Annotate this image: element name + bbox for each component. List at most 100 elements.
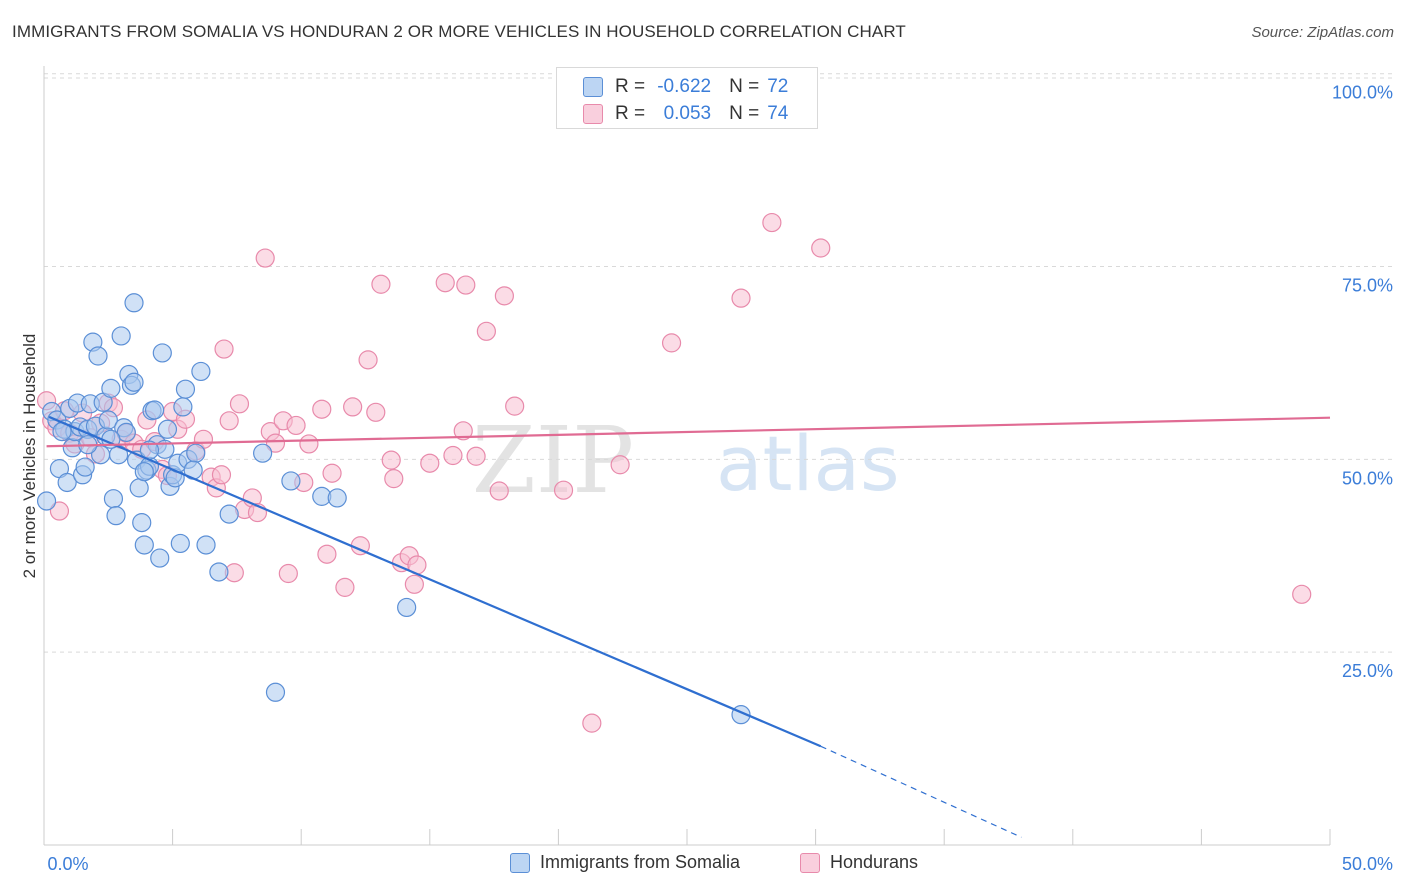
source-note: Source: ZipAtlas.com bbox=[1251, 24, 1394, 41]
hondurans-point bbox=[49, 501, 70, 521]
somalia-point bbox=[281, 471, 301, 491]
somalia-point bbox=[62, 438, 82, 458]
y-tick-label: 25.0% bbox=[1342, 661, 1393, 681]
hondurans-point bbox=[553, 480, 574, 500]
hondurans-point bbox=[1292, 584, 1312, 604]
somalia-point bbox=[265, 682, 286, 702]
somalia-point bbox=[191, 361, 211, 382]
axes bbox=[43, 66, 1331, 846]
somalia-point bbox=[36, 491, 57, 511]
somalia-point bbox=[111, 326, 131, 346]
n-label: N = bbox=[729, 103, 760, 124]
trend-lines bbox=[46, 415, 1331, 838]
hondurans-point bbox=[214, 339, 234, 359]
somalia-point bbox=[103, 489, 124, 509]
r-label: R = bbox=[615, 103, 646, 124]
hondurans-point bbox=[466, 446, 486, 466]
x-tick-label: 0.0% bbox=[47, 854, 88, 874]
somalia-point bbox=[152, 343, 172, 363]
somalia-swatch bbox=[583, 77, 603, 97]
somalia-point bbox=[106, 506, 126, 526]
hondurans-trend-line bbox=[46, 416, 1331, 448]
hondurans-swatch bbox=[583, 104, 603, 124]
hondurans-point bbox=[582, 713, 602, 733]
somalia-point bbox=[175, 379, 196, 399]
x-tick-label: 50.0% bbox=[1342, 854, 1393, 874]
somalia-point bbox=[75, 457, 95, 477]
somalia-point bbox=[124, 372, 144, 392]
hondurans-point bbox=[404, 574, 424, 594]
somalia-point bbox=[134, 535, 154, 555]
hondurans-point bbox=[366, 402, 386, 422]
hondurans-point bbox=[255, 248, 275, 268]
hondurans-point bbox=[456, 275, 476, 295]
hondurans-point bbox=[420, 453, 440, 473]
hondurans-point bbox=[453, 421, 473, 441]
watermark: ZIP atlas bbox=[472, 407, 900, 514]
somalia-point bbox=[209, 562, 229, 582]
somalia-point bbox=[134, 462, 154, 482]
hondurans-point bbox=[610, 455, 630, 475]
hondurans-point bbox=[384, 469, 404, 489]
chart-title: IMMIGRANTS FROM SOMALIA VS HONDURAN 2 OR… bbox=[12, 22, 906, 41]
hondurans-point bbox=[343, 397, 363, 417]
hondurans-point bbox=[278, 563, 298, 584]
somalia-point bbox=[101, 378, 121, 398]
hondurans-point bbox=[762, 212, 782, 233]
somalia-point bbox=[57, 472, 77, 493]
r-value: 0.053 bbox=[663, 103, 712, 124]
hondurans-point bbox=[312, 399, 332, 419]
n-label: N = bbox=[729, 76, 760, 97]
somalia-legend-swatch bbox=[510, 852, 530, 873]
hondurans-point bbox=[265, 433, 286, 453]
hondurans-point bbox=[322, 463, 342, 483]
legend-item-somalia: Immigrants from Somalia bbox=[510, 852, 740, 873]
somalia-point bbox=[327, 488, 347, 508]
somalia-point bbox=[124, 293, 144, 313]
somalia-point bbox=[170, 533, 190, 554]
grid bbox=[44, 73, 1392, 653]
hondurans-point bbox=[219, 411, 239, 431]
somalia-point bbox=[144, 400, 165, 420]
hondurans-point bbox=[358, 350, 378, 370]
somalia-point bbox=[397, 597, 417, 618]
hondurans-point bbox=[299, 434, 319, 454]
hondurans-point bbox=[489, 481, 509, 501]
somalia-points bbox=[36, 293, 751, 725]
hondurans-point bbox=[371, 274, 391, 294]
watermark-atlas: atlas bbox=[716, 419, 900, 508]
hondurans-point bbox=[731, 288, 751, 308]
hondurans-point bbox=[211, 465, 232, 485]
somalia-point bbox=[196, 535, 216, 555]
r-value: -0.622 bbox=[657, 76, 712, 97]
somalia-point bbox=[129, 478, 149, 498]
hondurans-point bbox=[435, 273, 455, 293]
hondurans-point bbox=[229, 394, 250, 414]
correlation-legend: R = -0.622 N = 72 R = 0.053 N = 74 bbox=[556, 67, 818, 129]
hondurans-point bbox=[381, 450, 401, 470]
somalia-point bbox=[88, 346, 108, 366]
tick-labels: 25.0% 50.0% 75.0% 100.0% 0.0% 50.0% bbox=[47, 83, 1393, 874]
n-value: 72 bbox=[767, 76, 789, 97]
hondurans-point bbox=[476, 321, 496, 341]
y-tick-label: 75.0% bbox=[1342, 276, 1393, 296]
hondurans-point bbox=[505, 396, 525, 416]
somalia-point bbox=[186, 443, 206, 463]
legend-row-hondurans: R = 0.053 N = 74 bbox=[583, 101, 788, 127]
somalia-point bbox=[132, 513, 152, 533]
somalia-trend-extension bbox=[820, 745, 1022, 838]
somalia-point bbox=[173, 397, 193, 417]
hondurans-point bbox=[317, 544, 337, 564]
somalia-point bbox=[150, 548, 170, 568]
hondurans-point bbox=[335, 577, 355, 597]
r-label: R = bbox=[615, 76, 646, 97]
somalia-point bbox=[98, 410, 118, 430]
hondurans-point bbox=[811, 238, 831, 258]
hondurans-point bbox=[443, 445, 463, 466]
hondurans-point bbox=[494, 286, 514, 306]
n-value: 74 bbox=[767, 103, 789, 124]
y-tick-label: 50.0% bbox=[1342, 468, 1393, 488]
legend-label: Immigrants from Somalia bbox=[540, 852, 741, 872]
somalia-point bbox=[157, 419, 178, 439]
